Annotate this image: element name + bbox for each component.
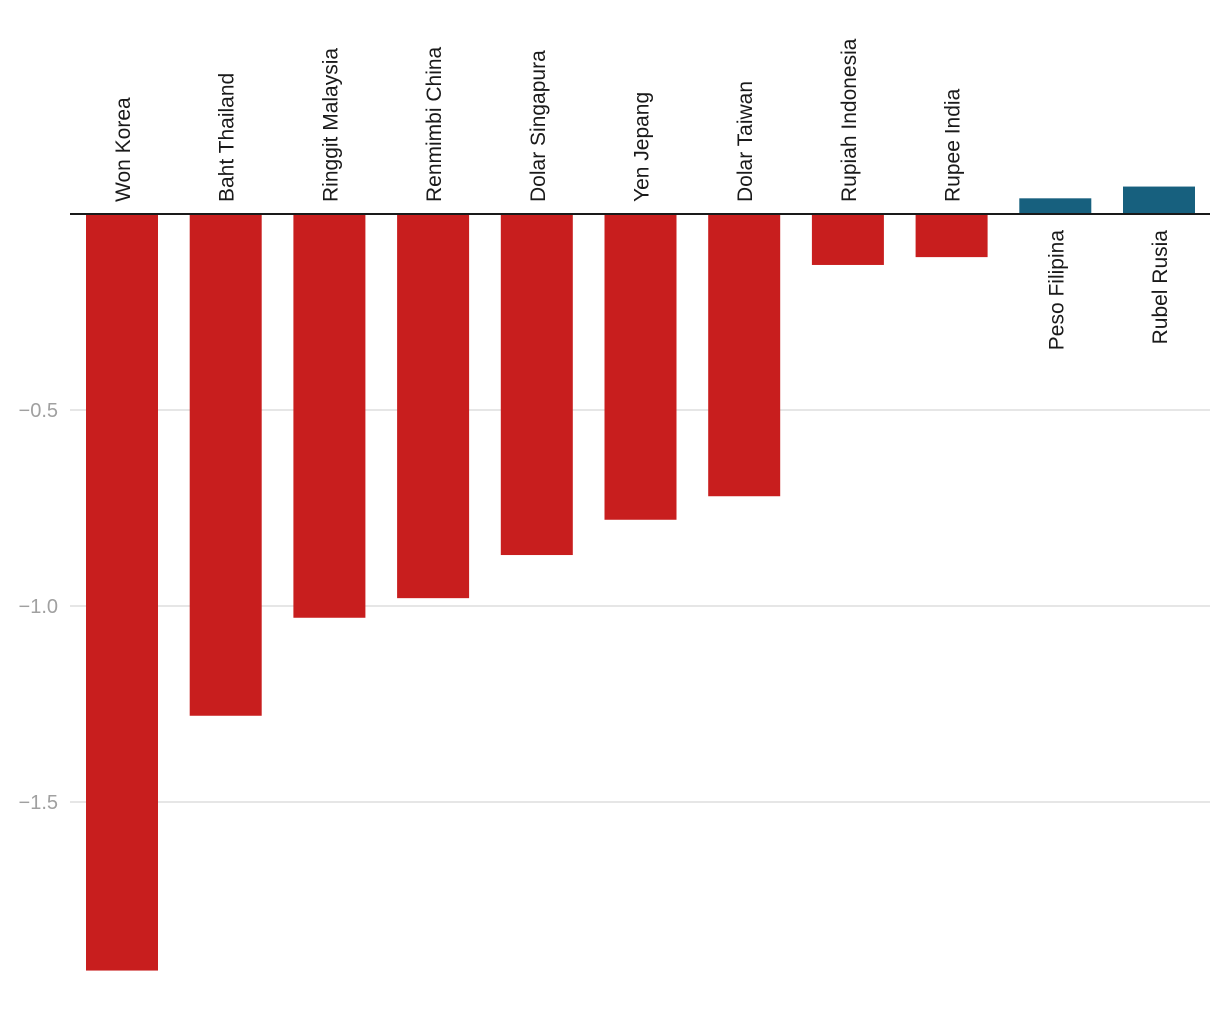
bar-dolar-taiwan: [708, 214, 780, 496]
category-label: Yen Jepang: [631, 92, 654, 202]
category-label: Ringgit Malaysia: [319, 48, 342, 202]
bar-yen-jepang: [605, 214, 677, 520]
bar-rupiah-indonesia: [812, 214, 884, 265]
bar-baht-thailand: [190, 214, 262, 716]
bar-chart: −0.5 −1.0 −1.5 Won Korea Baht Thailand Ringg…: [0, 0, 1220, 1020]
category-label: Rupee India: [942, 88, 965, 202]
bar-dolar-singapura: [501, 214, 573, 555]
chart-container: −0.5 −1.0 −1.5 Won Korea Baht Thailand Ringg…: [0, 0, 1220, 1020]
bar-ringgit-malaysia: [293, 214, 365, 618]
y-tick-label: −1.0: [19, 596, 58, 618]
category-label: Rubel Rusia: [1149, 230, 1172, 345]
category-label: Dolar Taiwan: [734, 81, 757, 202]
y-tick-label: −0.5: [19, 400, 58, 422]
bar-rupee-india: [916, 214, 988, 257]
category-label: Dolar Singapura: [527, 50, 550, 202]
bar-rubel-rusia: [1123, 187, 1195, 214]
category-label: Won Korea: [112, 97, 135, 202]
category-label: Rupiah Indonesia: [838, 38, 861, 202]
bar-layer: [86, 187, 1195, 971]
bar-peso-filipina: [1019, 198, 1091, 214]
category-label: Renmimbi China: [423, 46, 446, 202]
y-tick-label: −1.5: [19, 792, 58, 814]
category-label: Peso Filipina: [1045, 230, 1068, 351]
category-label: Baht Thailand: [216, 73, 239, 202]
bar-won-korea: [86, 214, 158, 971]
bar-renmimbi-china: [397, 214, 469, 598]
